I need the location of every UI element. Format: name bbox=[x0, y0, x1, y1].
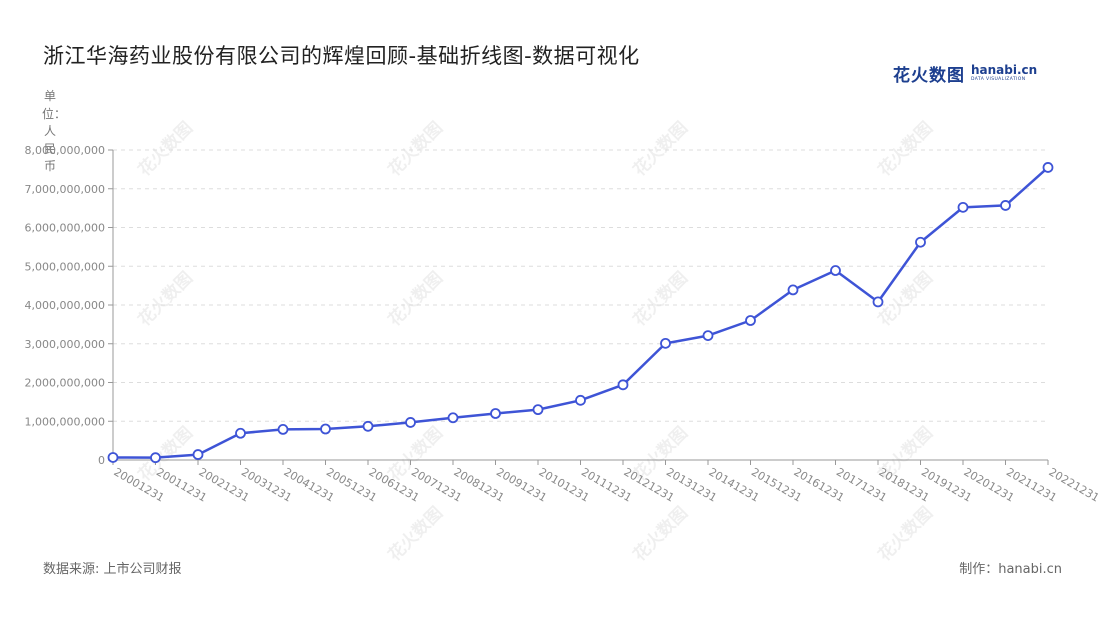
logo-en-text: hanabi.cn bbox=[971, 62, 1038, 77]
logo-en-block: hanabi.cn DATA VISUALIZATION bbox=[971, 64, 1037, 83]
y-tick-label: 6,000,000,000 bbox=[25, 222, 105, 235]
data-point bbox=[405, 417, 416, 428]
chart-title: 浙江华海药业股份有限公司的辉煌回顾-基础折线图-数据可视化 bbox=[43, 44, 640, 68]
data-point bbox=[1042, 162, 1054, 173]
data-point bbox=[660, 337, 671, 349]
data-point bbox=[447, 412, 459, 424]
data-point bbox=[107, 452, 119, 463]
brand-logo: 花火数图 hanabi.cn DATA VISUALIZATION bbox=[893, 60, 1037, 86]
data-point bbox=[575, 394, 586, 406]
data-point bbox=[320, 423, 331, 435]
series-line bbox=[112, 166, 1049, 459]
y-tick-label: 0 bbox=[98, 454, 105, 467]
y-tick-label: 4,000,000,000 bbox=[25, 299, 105, 312]
data-point bbox=[915, 236, 926, 248]
y-tick-label: 8,000,000,000 bbox=[25, 144, 105, 157]
data-point bbox=[872, 296, 884, 308]
data-point bbox=[532, 404, 544, 416]
data-point bbox=[787, 284, 799, 296]
y-tick-label: 3,000,000,000 bbox=[25, 338, 105, 351]
y-tick-label: 5,000,000,000 bbox=[25, 260, 105, 273]
y-tick-label: 7,000,000,000 bbox=[25, 183, 105, 196]
y-tick-label: 2,000,000,000 bbox=[25, 377, 105, 390]
data-source-note: 数据来源: 上市公司财报 bbox=[43, 562, 182, 577]
data-point bbox=[617, 379, 629, 391]
data-point bbox=[235, 427, 246, 439]
logo-tagline: DATA VISUALIZATION bbox=[971, 76, 1026, 82]
data-point bbox=[745, 315, 756, 326]
credit-note: 制作：hanabi.cn bbox=[959, 562, 1062, 577]
data-point bbox=[702, 330, 714, 342]
data-point bbox=[362, 420, 374, 432]
data-point bbox=[830, 265, 841, 276]
data-point bbox=[192, 449, 204, 460]
data-point bbox=[1000, 200, 1011, 211]
data-point bbox=[490, 408, 501, 419]
data-point bbox=[957, 201, 969, 213]
data-point bbox=[277, 423, 289, 435]
data-point bbox=[150, 452, 161, 464]
y-tick-label: 1,000,000,000 bbox=[25, 415, 105, 428]
logo-cn-text: 花火数图 bbox=[893, 65, 965, 86]
